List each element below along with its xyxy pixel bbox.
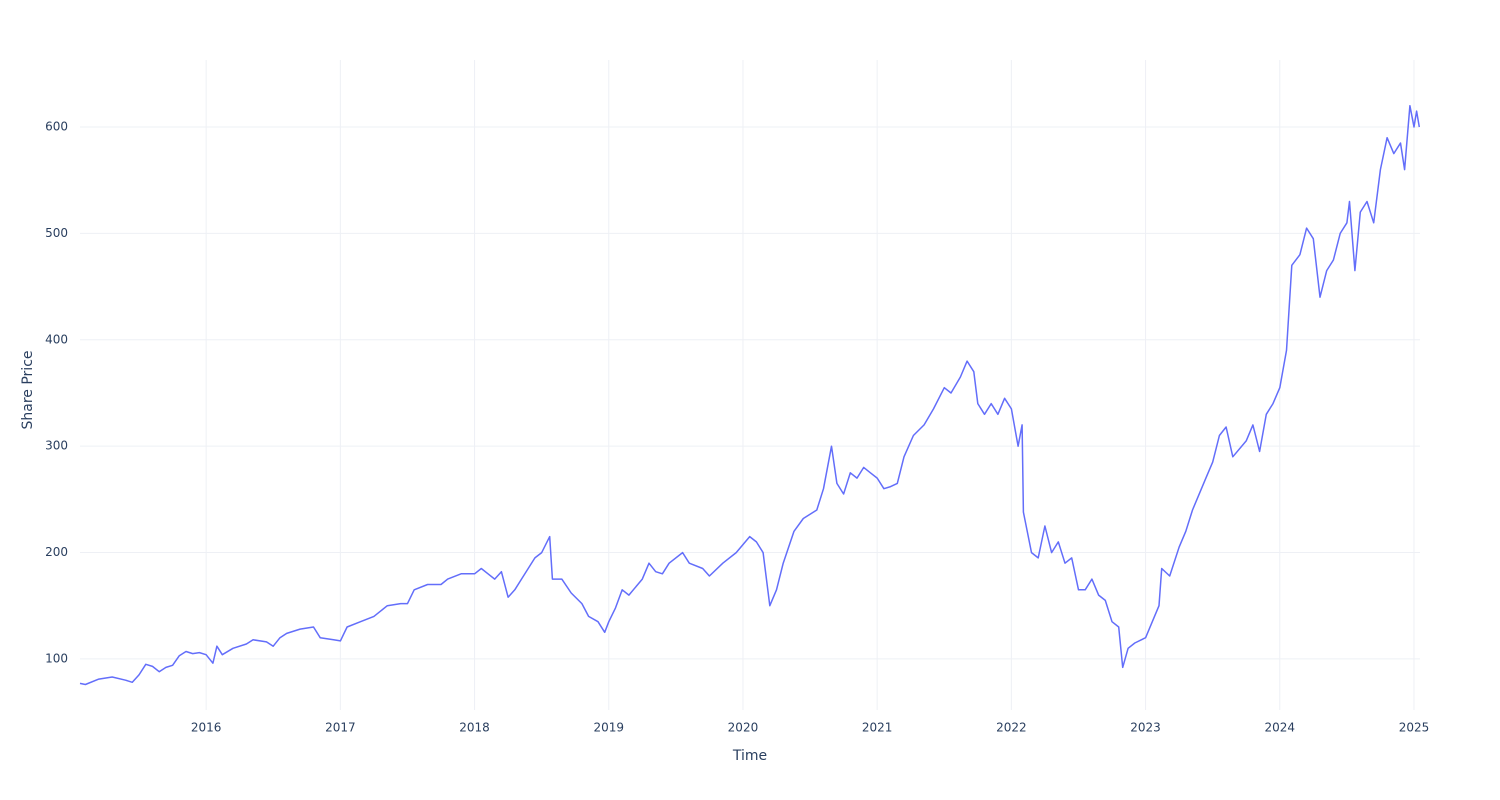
x-tick-label: 2022 xyxy=(996,721,1027,735)
y-tick-label: 600 xyxy=(45,120,68,134)
x-tick-label: 2018 xyxy=(459,721,490,735)
y-tick-label: 200 xyxy=(45,545,68,559)
x-tick-label: 2019 xyxy=(593,721,624,735)
y-tick-label: 300 xyxy=(45,439,68,453)
x-tick-label: 2021 xyxy=(862,721,893,735)
y-axis-title: Share Price xyxy=(20,350,36,429)
x-tick-label: 2016 xyxy=(191,721,222,735)
line-series xyxy=(79,104,1421,686)
x-axis-title: Time xyxy=(732,748,767,764)
x-tick-label: 2020 xyxy=(728,721,759,735)
y-tick-label: 400 xyxy=(45,332,68,346)
x-tick-label: 2017 xyxy=(325,721,356,735)
x-tick-label: 2025 xyxy=(1399,721,1430,735)
x-tick-label: 2024 xyxy=(1264,721,1295,735)
y-tick-label: 500 xyxy=(45,226,68,240)
x-tick-label: 2023 xyxy=(1130,721,1161,735)
y-tick-label: 100 xyxy=(45,651,68,665)
